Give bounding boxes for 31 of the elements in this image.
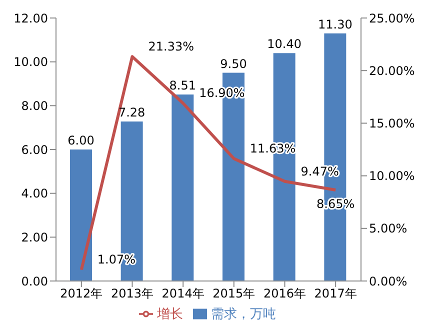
data-label: 8.51 bbox=[169, 78, 196, 92]
data-label: 21.33% bbox=[148, 40, 194, 54]
x-tick-label: 2013年 bbox=[110, 286, 154, 301]
x-tick-label: 2017年 bbox=[314, 286, 357, 301]
data-label: 11.30 bbox=[318, 17, 352, 32]
data-label: 7.28 bbox=[118, 105, 146, 120]
y-tick-label: 0.00 bbox=[21, 274, 48, 288]
y2-tick-label: 5.00% bbox=[369, 222, 408, 236]
y2-tick-label: 10.00% bbox=[369, 169, 415, 184]
y-tick-label: 10.00 bbox=[14, 55, 48, 70]
y-tick-label: 6.00 bbox=[21, 142, 48, 157]
x-tick-label: 2014年 bbox=[162, 286, 204, 301]
y-tick-label: 4.00 bbox=[21, 186, 48, 201]
y-tick-label: 2.00 bbox=[21, 230, 48, 244]
bar bbox=[70, 150, 92, 281]
data-label: 9.50 bbox=[220, 56, 247, 71]
x-tick-label: 2012年 bbox=[60, 286, 103, 301]
data-label: 16.90% bbox=[199, 86, 245, 100]
y-tick-label: 8.00 bbox=[21, 98, 48, 113]
data-label: 10.40 bbox=[267, 37, 302, 52]
bar bbox=[172, 94, 194, 281]
data-label: 6.00 bbox=[68, 134, 94, 148]
y2-tick-label: 0.00% bbox=[369, 274, 408, 288]
y-tick-label: 12.00 bbox=[14, 11, 48, 26]
x-tick-label: 2015年 bbox=[212, 286, 256, 301]
y2-tick-label: 25.00% bbox=[369, 11, 415, 26]
legend-label: 增长 bbox=[157, 307, 183, 322]
y2-tick-label: 15.00% bbox=[369, 116, 415, 130]
y2-tick-label: 20.00% bbox=[369, 64, 415, 78]
legend-label: 需求，万吨 bbox=[211, 307, 276, 322]
x-tick-label: 2016年 bbox=[263, 286, 306, 301]
